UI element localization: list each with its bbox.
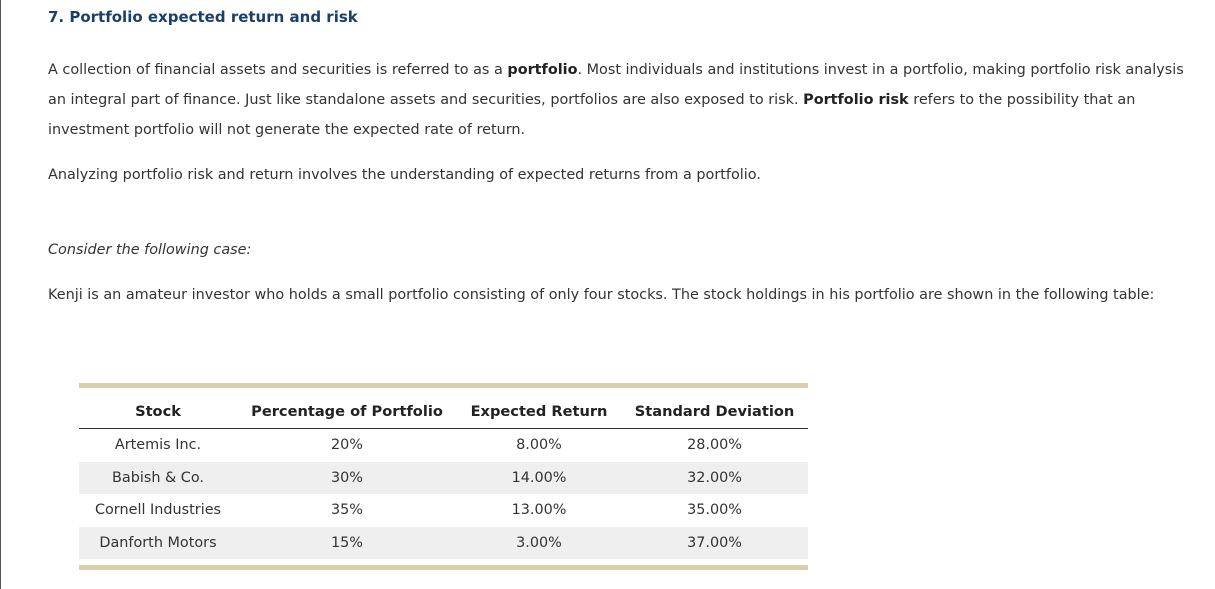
cell-percentage: 35%: [331, 502, 363, 519]
intro-text-1: A collection of financial assets and sec…: [48, 62, 508, 78]
cell-standard-deviation: 32.00%: [621, 461, 808, 494]
cell-stock: Artemis Inc.: [114, 437, 202, 454]
table-bottom-rule: [79, 565, 808, 570]
cell-expected-return: 13.00%: [511, 502, 567, 519]
cell-expected-return: 14.00%: [457, 461, 621, 494]
stock-holdings-table: Stock Percentage of Portfolio Expected R…: [79, 383, 808, 570]
table-row: Artemis Inc. 20% 8.00% 28.00%: [79, 429, 808, 462]
term-portfolio: portfolio: [507, 62, 578, 78]
header-percentage: Percentage of Portfolio: [237, 388, 457, 429]
term-portfolio-risk: Portfolio risk: [803, 92, 909, 108]
table-row: Cornell Industries 35% 13.00% 35.00%: [79, 494, 808, 527]
cell-standard-deviation: 28.00%: [687, 437, 742, 454]
holdings-table: Stock Percentage of Portfolio Expected R…: [79, 388, 808, 559]
cell-stock: Danforth Motors: [79, 526, 237, 559]
table-row: Danforth Motors 15% 3.00% 37.00%: [79, 526, 808, 559]
cell-expected-return: 3.00%: [457, 526, 621, 559]
cell-percentage: 20%: [331, 437, 363, 454]
intro-paragraph: A collection of financial assets and sec…: [48, 55, 1188, 145]
analyzing-paragraph: Analyzing portfolio risk and return invo…: [48, 167, 761, 183]
cell-standard-deviation: 35.00%: [687, 502, 742, 519]
cell-stock: Babish & Co.: [79, 461, 237, 494]
cell-standard-deviation: 37.00%: [621, 526, 808, 559]
header-standard-deviation: Standard Deviation: [621, 388, 808, 429]
header-stock: Stock: [79, 388, 237, 429]
table-row: Babish & Co. 30% 14.00% 32.00%: [79, 461, 808, 494]
cell-expected-return: 8.00%: [516, 437, 562, 454]
left-border: [0, 0, 1, 589]
case-paragraph: Kenji is an amateur investor who holds a…: [48, 287, 1155, 303]
cell-percentage: 15%: [237, 526, 457, 559]
intro-text-3: refers to the possibility that an invest…: [48, 92, 1136, 138]
cell-stock: Cornell Industries: [94, 502, 222, 519]
header-expected-return: Expected Return: [457, 388, 621, 429]
table-header-row: Stock Percentage of Portfolio Expected R…: [79, 388, 808, 429]
table-top-rule: [79, 383, 808, 388]
consider-paragraph: Consider the following case:: [48, 242, 252, 258]
intro-text-2: . Most individuals and institutions inve…: [48, 62, 1184, 108]
section-heading: 7. Portfolio expected return and risk: [48, 8, 358, 26]
cell-percentage: 30%: [237, 461, 457, 494]
